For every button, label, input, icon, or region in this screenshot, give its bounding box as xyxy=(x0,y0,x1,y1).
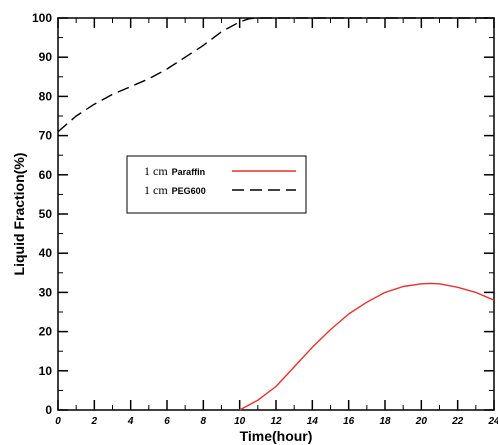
legend-box xyxy=(126,155,307,214)
legend-label-peg600: 1 cm PEG600 xyxy=(144,183,206,197)
y-tick-label: 80 xyxy=(39,89,53,103)
x-tick-label: 12 xyxy=(270,416,282,427)
y-tick-label: 70 xyxy=(39,129,53,143)
legend-prefix: 1 cm xyxy=(144,183,168,197)
x-tick-label: 0 xyxy=(55,416,61,427)
y-tick-label: 90 xyxy=(39,50,53,64)
x-axis-label: Time(hour) xyxy=(240,428,313,444)
y-tick-label: 20 xyxy=(39,325,53,339)
legend-series-name: PEG600 xyxy=(172,186,206,196)
series-line-peg600 xyxy=(57,17,494,133)
x-tick-label: 4 xyxy=(127,416,134,427)
y-tick-label: 30 xyxy=(39,285,53,299)
legend-series-name: Paraffin xyxy=(172,167,206,177)
y-tick-label: 60 xyxy=(39,168,53,182)
series-line-paraffin xyxy=(239,282,495,411)
y-tick-label: 40 xyxy=(39,246,53,260)
x-tick-label: 24 xyxy=(487,416,498,427)
x-tick-label: 14 xyxy=(307,416,319,427)
y-tick-label: 50 xyxy=(39,207,53,221)
axis-ticks: 0246810121416182022240102030405060708090… xyxy=(32,11,498,427)
legend-label-paraffin: 1 cm Paraffin xyxy=(144,164,205,178)
x-tick-label: 20 xyxy=(415,416,428,427)
series-lines xyxy=(57,17,495,411)
x-tick-label: 2 xyxy=(91,416,98,427)
x-tick-label: 10 xyxy=(234,416,246,427)
legend: 1 cm Paraffin 1 cm PEG600 xyxy=(126,155,307,214)
x-tick-label: 22 xyxy=(451,416,464,427)
legend-prefix: 1 cm xyxy=(144,164,168,178)
y-axis-label: Liquid Fraction(%) xyxy=(11,153,27,276)
x-tick-label: 16 xyxy=(343,416,355,427)
x-tick-label: 8 xyxy=(201,416,207,427)
x-tick-label: 18 xyxy=(379,416,391,427)
plot-frame xyxy=(57,17,495,411)
y-tick-label: 100 xyxy=(32,11,52,25)
y-tick-label: 0 xyxy=(45,403,52,417)
y-tick-label: 10 xyxy=(39,364,53,378)
x-tick-label: 6 xyxy=(164,416,170,427)
